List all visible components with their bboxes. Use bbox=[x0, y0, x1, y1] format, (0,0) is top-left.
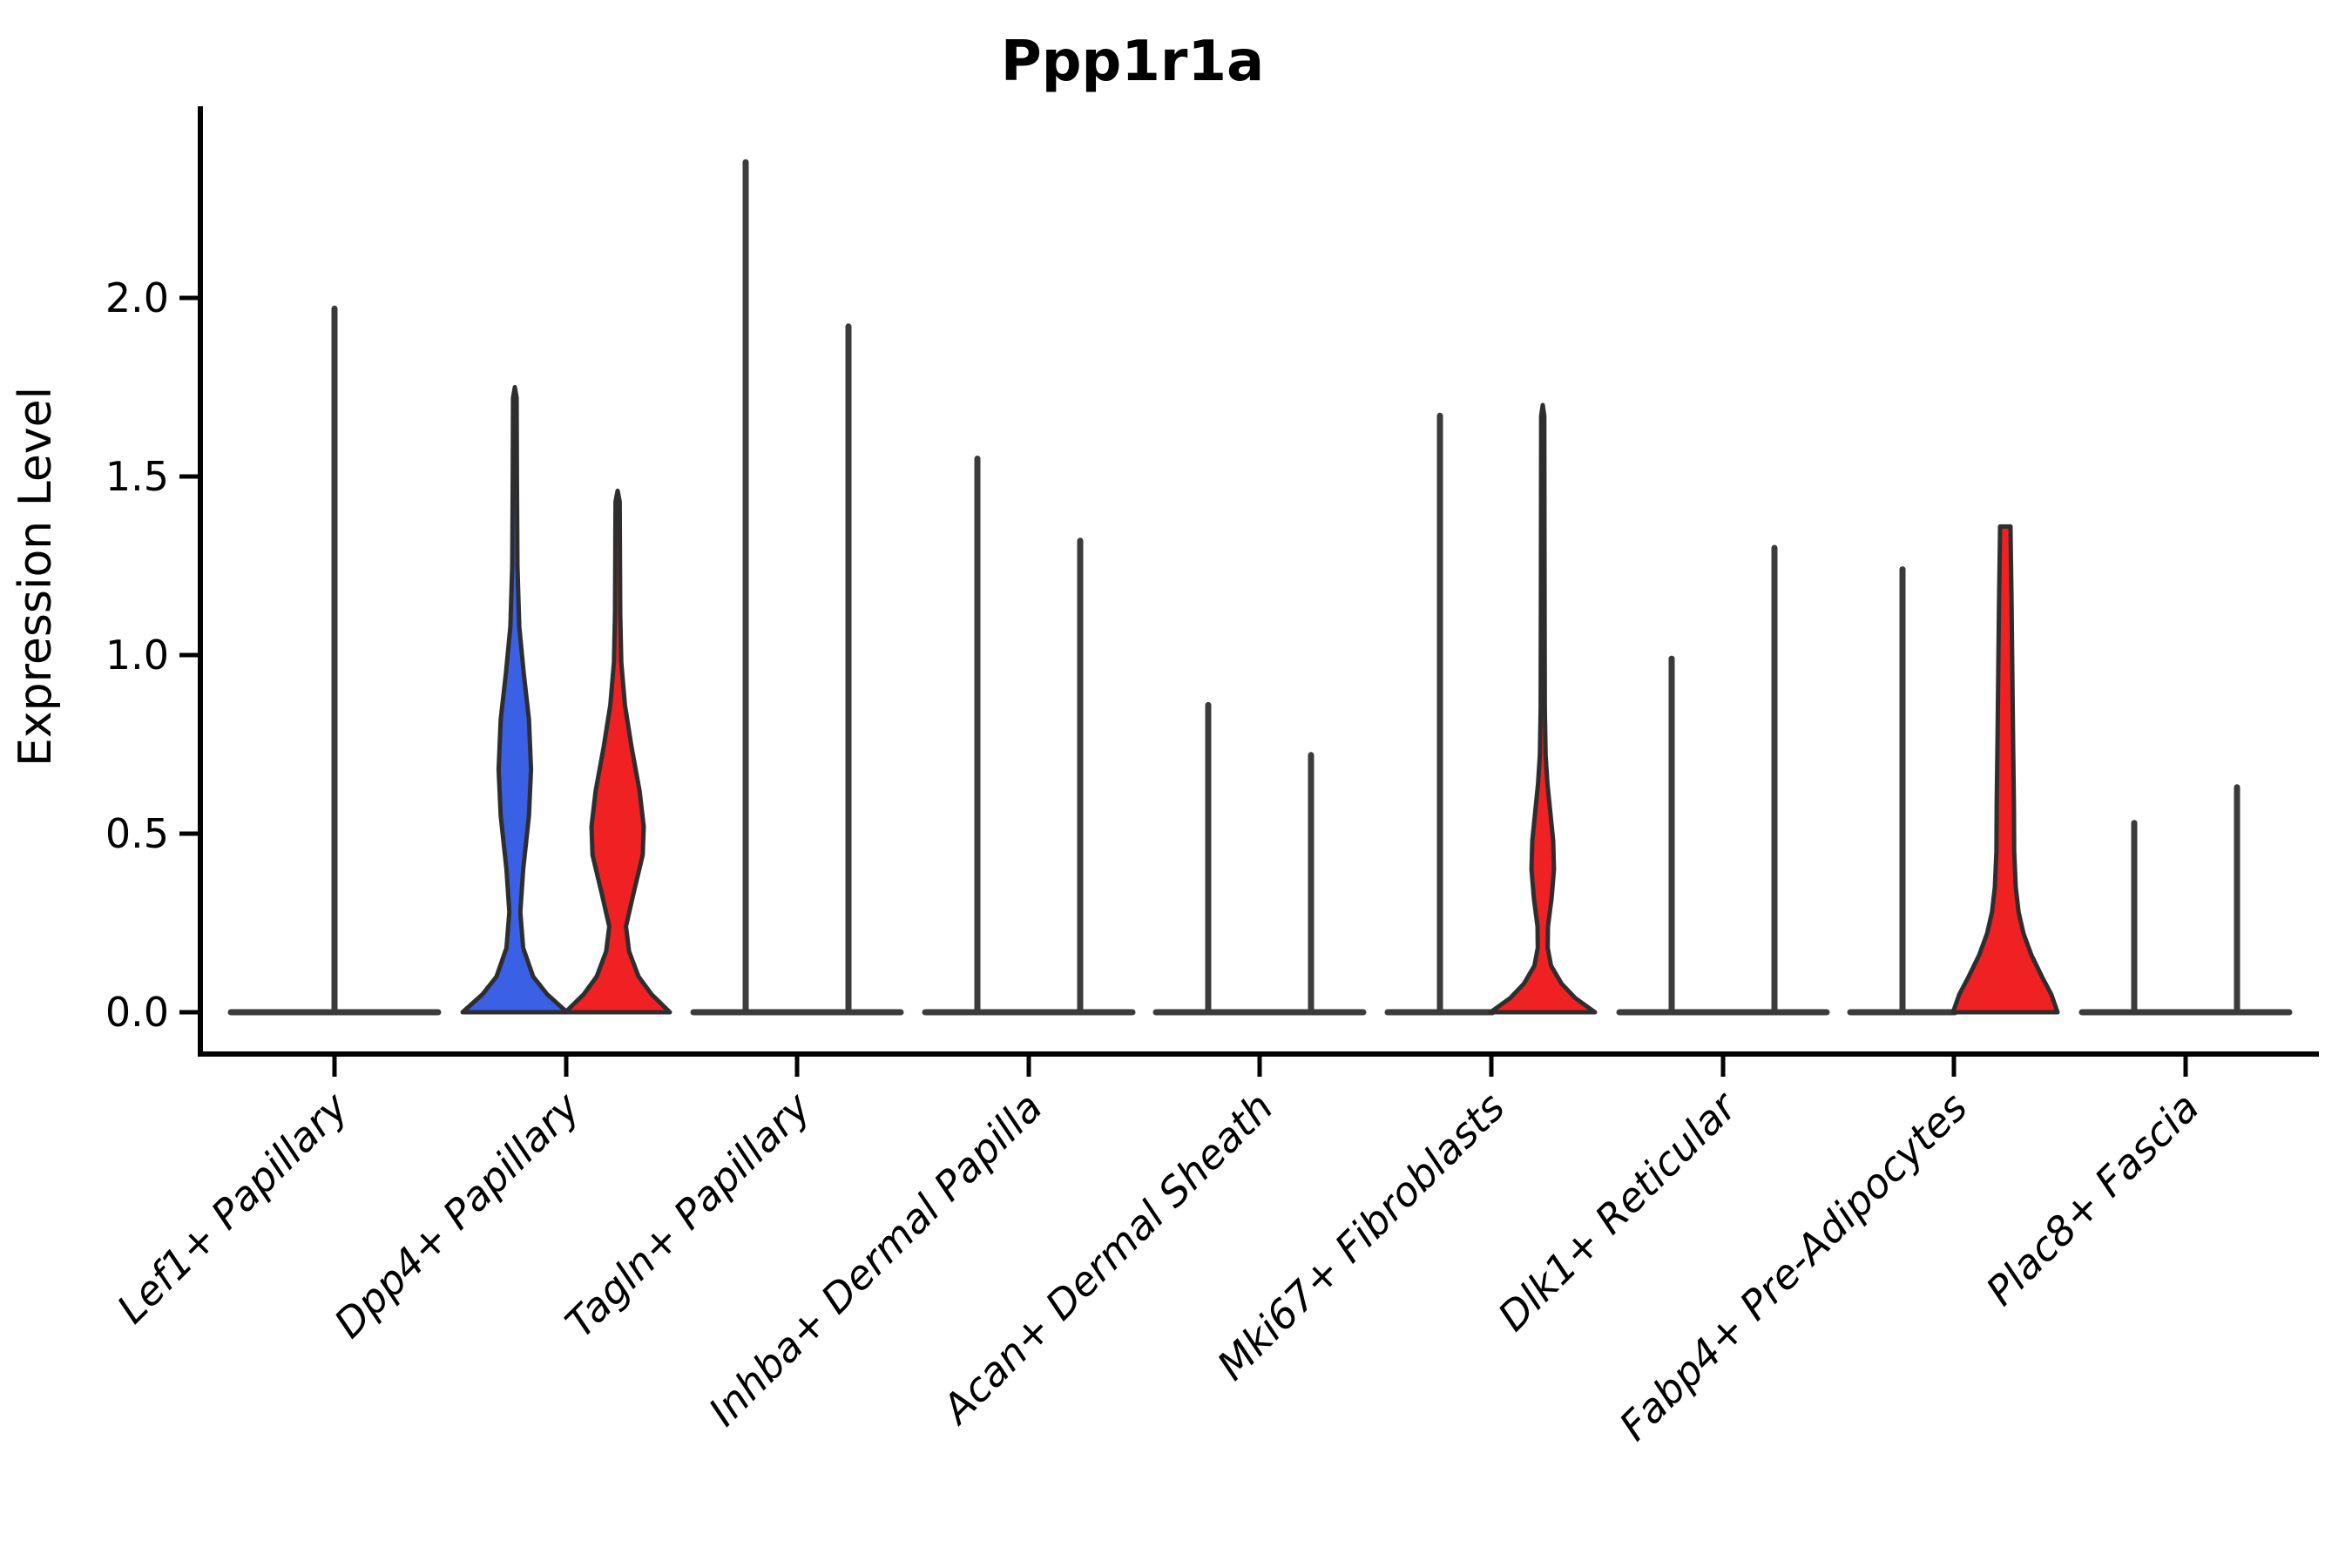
violin-red bbox=[563, 488, 672, 1015]
x-tick-label: Dpp4+ Papillary bbox=[325, 1083, 589, 1347]
plot-title: Ppp1r1a bbox=[1001, 30, 1264, 94]
y-tick-label: 1.0 bbox=[105, 632, 169, 679]
y-tick-label: 0.5 bbox=[105, 810, 169, 857]
y-tick-label: 0.0 bbox=[105, 989, 169, 1036]
x-tick-label: Dlk1+ Reticular bbox=[1489, 1081, 1747, 1340]
violin-red bbox=[1488, 402, 1598, 1015]
x-tick-label: Tagln+ Papillary bbox=[556, 1083, 820, 1347]
violin-blue bbox=[460, 385, 570, 1015]
y-axis-title: Expression Level bbox=[10, 387, 62, 767]
x-tick-label: Plac8+ Fascia bbox=[1977, 1084, 2207, 1315]
y-tick-label: 1.5 bbox=[105, 453, 169, 500]
y-tick-label: 2.0 bbox=[105, 274, 169, 321]
violin-red bbox=[1950, 524, 2060, 1015]
x-tick-label: Lef1+ Papillary bbox=[108, 1083, 357, 1332]
